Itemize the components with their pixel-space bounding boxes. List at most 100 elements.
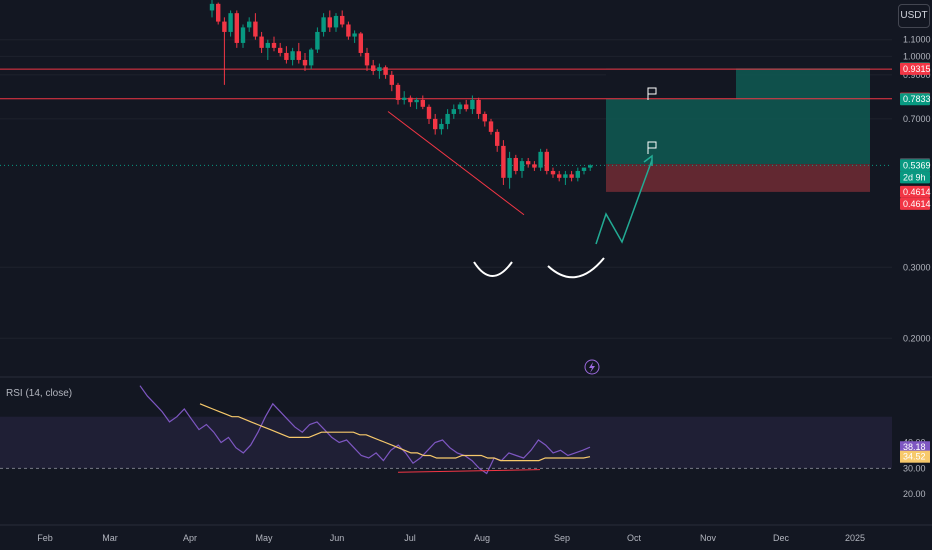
candle-body bbox=[389, 74, 394, 85]
candle-body bbox=[519, 161, 525, 171]
rsi-line bbox=[139, 385, 591, 475]
rsi-tick-label: 20.00 bbox=[903, 489, 926, 499]
candle-body bbox=[464, 104, 469, 110]
time-tick-label: Jun bbox=[330, 533, 345, 543]
candle-body bbox=[507, 157, 512, 178]
candle-body bbox=[513, 157, 518, 171]
rsi-legend-label: RSI (14, close) bbox=[6, 388, 73, 399]
candle-body bbox=[588, 165, 593, 168]
candle-body bbox=[495, 131, 500, 146]
time-tick-label: Feb bbox=[37, 533, 53, 543]
position-zones bbox=[606, 68, 870, 192]
flag-icon bbox=[647, 141, 657, 154]
candle-body bbox=[327, 17, 332, 28]
candle-body bbox=[414, 99, 419, 103]
candle-body bbox=[315, 31, 320, 50]
rsi-ma-tag-bg bbox=[900, 450, 930, 463]
price-tick-label: 0.3000 bbox=[903, 262, 931, 272]
candle-body bbox=[259, 36, 264, 48]
candle-body bbox=[408, 97, 413, 103]
candle-body bbox=[371, 65, 376, 72]
price-tag-bg bbox=[900, 185, 930, 198]
candle-body bbox=[234, 13, 239, 43]
bottom-arc-2 bbox=[547, 257, 605, 279]
target-zone-cutout bbox=[606, 68, 736, 99]
trend-lines[interactable] bbox=[387, 111, 605, 279]
price-tag-bg bbox=[900, 93, 930, 106]
time-tick-label: Jul bbox=[404, 533, 416, 543]
candle-body bbox=[575, 170, 580, 178]
candle-body bbox=[302, 59, 308, 66]
candle-body bbox=[557, 174, 562, 178]
candle-body bbox=[253, 21, 258, 37]
candle-body bbox=[209, 3, 215, 11]
candle-body bbox=[457, 104, 463, 110]
price-tag-label: 0.4614 bbox=[903, 187, 931, 197]
candle-body bbox=[278, 47, 283, 53]
candle-body bbox=[228, 13, 233, 32]
price-tag-label: 0.7833 bbox=[903, 94, 931, 104]
candle-body bbox=[296, 51, 301, 60]
price-tick-label: 0.2000 bbox=[903, 333, 931, 343]
candle-body bbox=[482, 113, 487, 122]
price-tag-bg bbox=[900, 171, 930, 184]
descending-trendline bbox=[387, 111, 525, 216]
projection-path[interactable] bbox=[584, 87, 657, 375]
candle-body bbox=[321, 17, 326, 32]
time-tick-label: Oct bbox=[627, 533, 642, 543]
candle-body bbox=[346, 24, 351, 37]
rsi-tick-label: 30.00 bbox=[903, 463, 926, 473]
currency-selector[interactable]: USDT bbox=[898, 4, 930, 28]
candle-body bbox=[240, 27, 246, 43]
candle-body bbox=[402, 97, 407, 100]
time-tick-label: Sep bbox=[554, 533, 570, 543]
candle-body bbox=[550, 170, 556, 175]
candle-body bbox=[364, 52, 370, 66]
candle-body bbox=[358, 33, 363, 53]
price-axis: 1.1000 1.0000 0.9000 0.7000 0.3000 0.2000 bbox=[903, 35, 931, 344]
time-tick-label: Dec bbox=[773, 533, 790, 543]
lightning-circle bbox=[584, 359, 600, 375]
candle-body bbox=[377, 67, 382, 72]
candle-body bbox=[222, 21, 227, 32]
rsi-band bbox=[0, 416, 892, 469]
candle-body bbox=[265, 42, 270, 48]
candle-body bbox=[420, 99, 425, 107]
candle-body bbox=[538, 151, 543, 168]
candle-body bbox=[309, 49, 314, 66]
price-tag-bg bbox=[900, 197, 930, 210]
time-tick-label: Mar bbox=[102, 533, 118, 543]
candle-body bbox=[340, 15, 345, 25]
candle-body bbox=[476, 99, 481, 114]
price-tick-label: 0.9000 bbox=[903, 70, 931, 80]
flag-icon bbox=[647, 87, 657, 100]
candle-body bbox=[526, 161, 531, 165]
rsi-value-tag-bg bbox=[900, 441, 930, 454]
candle-body bbox=[352, 33, 357, 37]
time-tick-label: Aug bbox=[474, 533, 490, 543]
lightning-icon bbox=[584, 359, 600, 375]
price-tag-label: 0.9315 bbox=[903, 64, 931, 74]
candlestick-series bbox=[209, 0, 593, 189]
price-tick-label: 1.1000 bbox=[903, 35, 931, 45]
time-tick-label: May bbox=[255, 533, 273, 543]
price-tick-label: 0.7000 bbox=[903, 114, 931, 124]
projection-arrowhead bbox=[643, 154, 653, 166]
horizontal-levels[interactable] bbox=[0, 68, 892, 166]
candle-body bbox=[216, 3, 221, 22]
lightning-bolt bbox=[589, 362, 595, 373]
candle-body bbox=[488, 121, 494, 132]
candle-body bbox=[439, 123, 444, 130]
price-tag-label: 0.5369 bbox=[903, 160, 931, 170]
price-gridlines bbox=[0, 39, 892, 339]
time-axis: Feb Mar Apr May Jun Jul Aug Sep Oct Nov Dec 2025 bbox=[0, 524, 932, 543]
flag-cloth bbox=[647, 87, 657, 95]
candle-body bbox=[333, 15, 339, 28]
candle-body bbox=[383, 67, 388, 75]
candle-body bbox=[563, 174, 568, 178]
rsi-ma-line bbox=[199, 403, 591, 462]
rsi-value-tag: 38.18 bbox=[903, 442, 926, 452]
flag-cloth bbox=[647, 141, 657, 149]
